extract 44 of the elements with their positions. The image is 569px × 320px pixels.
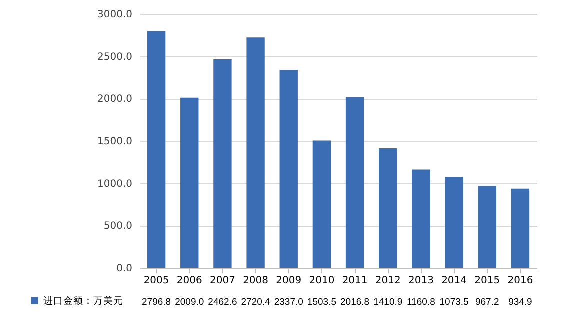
- data-label: 1503.5: [307, 297, 336, 308]
- bar: [346, 97, 364, 268]
- x-tick-label: 2008: [243, 276, 269, 286]
- data-label: 934.9: [508, 297, 532, 308]
- data-label: 2462.6: [208, 297, 238, 308]
- bar: [147, 31, 166, 268]
- bar: [445, 177, 464, 268]
- y-tick-label: 0.0: [116, 264, 132, 274]
- data-label: 2337.0: [274, 297, 304, 308]
- bar: [478, 186, 496, 268]
- y-tick-label: 500.0: [104, 221, 132, 232]
- x-tick-label: 2014: [442, 276, 468, 286]
- x-tick-label: 2013: [408, 276, 434, 286]
- x-tick-label: 2015: [474, 276, 500, 286]
- bar: [214, 60, 232, 268]
- x-tick-label: 2007: [210, 276, 236, 286]
- y-tick-label: 1000.0: [98, 178, 132, 190]
- bar: [246, 38, 265, 268]
- bar: [280, 70, 298, 268]
- bar: [511, 188, 530, 268]
- x-tick-label: 2012: [375, 276, 401, 286]
- data-label: 2720.4: [241, 297, 270, 308]
- x-tick-label: 2011: [342, 276, 368, 286]
- bar: [312, 140, 332, 268]
- data-label: 1160.8: [407, 297, 436, 308]
- data-label: 967.2: [475, 297, 500, 308]
- bar: [180, 98, 199, 268]
- bar: [379, 148, 398, 268]
- data-label: 1410.9: [374, 297, 403, 308]
- x-tick-label: 2009: [276, 276, 302, 286]
- x-tick-label: 2006: [176, 276, 202, 286]
- x-tick-label: 2016: [508, 276, 534, 286]
- y-tick-label: 2500.0: [98, 52, 132, 63]
- legend-label: 进口金额：万美元: [44, 294, 124, 307]
- data-label: 2016.8: [340, 297, 370, 308]
- bar: [412, 170, 430, 268]
- y-tick-label: 1500.0: [98, 136, 132, 148]
- data-label: 2009.0: [175, 297, 204, 308]
- data-label: 2796.8: [142, 297, 172, 308]
- x-tick-label: 2005: [144, 276, 170, 286]
- y-tick-label: 3000.0: [98, 10, 132, 20]
- y-tick-label: 2000.0: [98, 94, 132, 106]
- data-label: 1073.5: [440, 297, 469, 308]
- x-tick-label: 2010: [309, 276, 335, 286]
